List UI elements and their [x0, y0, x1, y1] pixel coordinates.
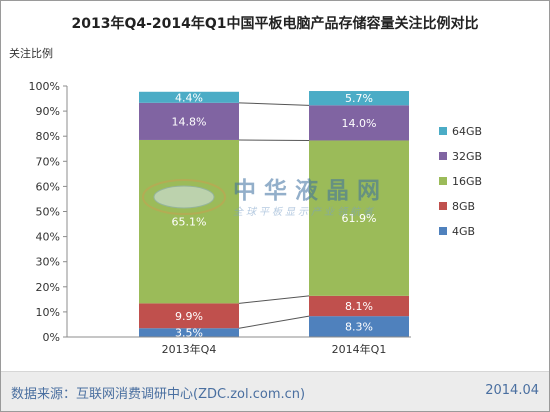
- y-tick-label: 30%: [36, 256, 60, 269]
- bar-segment: [309, 91, 409, 106]
- series-line: [238, 295, 310, 304]
- series-line: [238, 139, 310, 141]
- bar-segment: [139, 303, 239, 329]
- y-tick-label: 20%: [36, 281, 60, 294]
- watermark-slogan: 全球平板显示产业领航者: [233, 207, 376, 218]
- stacked-bar-chart: 0% 10% 20% 30% 40% 50% 60% 70% 80% 90% 100% 3.5% 9.9…: [29, 80, 483, 356]
- series-line: [238, 102, 310, 106]
- bar-segment: [139, 91, 239, 103]
- bar-segment: [139, 102, 239, 140]
- data-label: 61.9%: [342, 212, 377, 225]
- y-tick-label: 90%: [36, 105, 60, 118]
- report-date: 2014.04: [485, 383, 539, 398]
- legend-swatch: [439, 202, 447, 210]
- y-tick-label: 50%: [36, 206, 60, 219]
- bar-segment: [309, 316, 409, 337]
- legend-swatch: [439, 152, 447, 160]
- legend-label: 32GB: [452, 150, 482, 163]
- watermark-name: 中华液晶网: [233, 178, 388, 204]
- footer: 数据来源：互联网消费调研中心(ZDC.zol.com.cn) 2014.04: [1, 371, 549, 411]
- x-tick-label: 2014年Q1: [332, 342, 387, 356]
- y-tick-label: 60%: [36, 180, 60, 193]
- legend-swatch: [439, 127, 447, 135]
- legend-label: 8GB: [452, 200, 475, 213]
- series-line: [238, 315, 310, 329]
- y-tick-label: 0%: [43, 331, 60, 344]
- data-label: 14.8%: [172, 115, 207, 128]
- y-tick-label: 10%: [36, 306, 60, 319]
- y-axis-label: 关注比例: [9, 47, 53, 60]
- watermark: 中华液晶网 全球平板显示产业领航者: [141, 169, 441, 225]
- bar-segment: [139, 139, 239, 304]
- data-label: 14.0%: [342, 117, 377, 130]
- data-label: 9.9%: [175, 310, 203, 323]
- chart-title: 2013年Q4-2014年Q1中国平板电脑产品存储容量关注比例对比: [71, 16, 479, 32]
- bar-segment: [309, 140, 409, 296]
- x-tick-label: 2013年Q4: [162, 342, 217, 356]
- legend-swatch: [439, 177, 447, 185]
- legend-label: 4GB: [452, 225, 475, 238]
- data-label: 4.4%: [175, 91, 203, 104]
- bar-segment: [309, 105, 409, 141]
- legend-swatch: [439, 227, 447, 235]
- y-tick-label: 70%: [36, 155, 60, 168]
- y-tick-label: 40%: [36, 231, 60, 244]
- data-label: 8.3%: [345, 321, 373, 334]
- data-source: 数据来源：互联网消费调研中心(ZDC.zol.com.cn): [11, 387, 306, 402]
- data-label: 8.1%: [345, 300, 373, 313]
- legend-label: 64GB: [452, 125, 482, 138]
- bar-segment: [309, 295, 409, 317]
- y-tick-label: 100%: [29, 80, 60, 93]
- data-label: 65.1%: [172, 216, 207, 229]
- y-tick-label: 80%: [36, 130, 60, 143]
- data-label: 3.5%: [175, 327, 203, 340]
- data-label: 5.7%: [345, 92, 373, 105]
- fpdisplay-logo-icon: [142, 179, 226, 215]
- legend-label: 16GB: [452, 175, 482, 188]
- bar-segment: [139, 328, 239, 337]
